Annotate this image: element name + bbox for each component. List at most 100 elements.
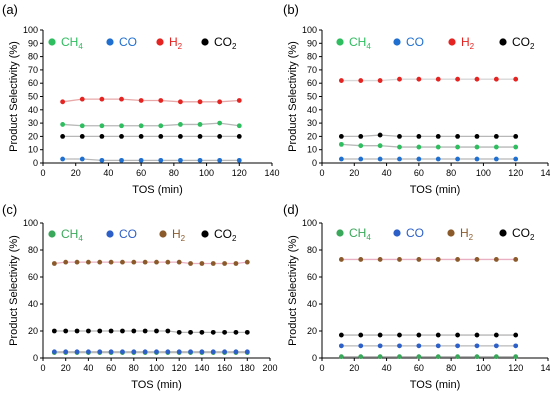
legend-marker-ch4 bbox=[48, 38, 56, 46]
data-point-co bbox=[119, 157, 124, 163]
y-tick-label: 20 bbox=[307, 326, 317, 336]
y-tick-label: 0 bbox=[33, 353, 38, 363]
data-point-co2 bbox=[131, 328, 137, 334]
data-point-h2 bbox=[165, 259, 171, 265]
data-point-co2 bbox=[79, 134, 85, 139]
x-tick-label: 60 bbox=[106, 363, 116, 373]
data-point-ch4 bbox=[416, 354, 422, 360]
y-tick-label: 10 bbox=[28, 145, 38, 155]
data-point-ch4 bbox=[455, 354, 460, 360]
data-point-co2 bbox=[178, 134, 183, 139]
data-point-h2 bbox=[474, 76, 480, 82]
data-point-h2 bbox=[86, 259, 91, 265]
x-tick-label: 140 bbox=[540, 363, 550, 373]
data-point-co bbox=[416, 343, 422, 349]
data-point-ch4 bbox=[178, 122, 183, 127]
chart-panel-a: (a) 0 10 20 30 40 50 60 70 80 90 100 0 20 40 60 80 100 120… bbox=[2, 2, 280, 196]
data-point-co bbox=[197, 157, 203, 163]
data-point-co2 bbox=[60, 134, 66, 139]
data-point-h2 bbox=[154, 259, 159, 265]
y-tick-label: 90 bbox=[307, 38, 317, 48]
data-point-h2 bbox=[79, 96, 85, 102]
legend-entry-h2: H2 bbox=[172, 227, 186, 243]
data-point-h2 bbox=[142, 259, 148, 265]
data-point-co2 bbox=[63, 328, 69, 334]
x-tick-label: 140 bbox=[264, 168, 279, 178]
data-point-co2 bbox=[158, 134, 164, 139]
data-point-co bbox=[435, 156, 441, 162]
data-point-ch4 bbox=[377, 143, 383, 149]
legend-entry-co2: CO2 bbox=[214, 227, 237, 243]
x-tick-label: 160 bbox=[217, 363, 232, 373]
y-tick-label: 30 bbox=[28, 118, 38, 128]
data-point-h2 bbox=[188, 261, 193, 266]
data-point-ch4 bbox=[158, 123, 164, 129]
data-point-co bbox=[435, 343, 441, 349]
y-tick-label: 0 bbox=[312, 158, 317, 168]
data-point-h2 bbox=[493, 76, 499, 82]
data-point-h2 bbox=[416, 76, 422, 82]
x-tick-label: 20 bbox=[349, 168, 359, 178]
data-point-h2 bbox=[74, 259, 80, 265]
legend-marker-co bbox=[106, 38, 114, 46]
data-point-co bbox=[108, 349, 114, 355]
data-point-co bbox=[142, 349, 148, 355]
legend-marker-co2 bbox=[499, 38, 507, 46]
data-point-ch4 bbox=[397, 354, 402, 360]
x-axis-label: TOS (min) bbox=[131, 379, 182, 391]
series-line-h2 bbox=[62, 98, 240, 103]
data-point-co2 bbox=[210, 329, 216, 335]
data-point-h2 bbox=[199, 261, 205, 266]
data-point-ch4 bbox=[236, 123, 242, 129]
y-tick-label: 40 bbox=[28, 105, 38, 115]
legend-entry-h2: H2 bbox=[460, 226, 474, 242]
data-point-h2 bbox=[435, 76, 441, 82]
data-point-co2 bbox=[199, 329, 205, 335]
y-tick-label: 60 bbox=[307, 272, 317, 282]
data-point-h2 bbox=[358, 257, 364, 262]
chart-panel-c: (c) 0 20 40 60 80 100 0 20 40 60 80 100 120 140 160 180 2… bbox=[2, 202, 278, 391]
data-point-co2 bbox=[244, 329, 250, 335]
data-point-co2 bbox=[435, 134, 441, 139]
data-point-ch4 bbox=[138, 123, 144, 129]
data-point-co bbox=[63, 349, 69, 355]
data-point-h2 bbox=[377, 257, 383, 262]
data-point-co bbox=[176, 349, 182, 355]
data-point-co bbox=[199, 349, 205, 355]
data-point-h2 bbox=[131, 259, 137, 265]
x-tick-label: 120 bbox=[232, 168, 247, 178]
x-tick-label: 0 bbox=[319, 168, 324, 178]
x-tick-label: 80 bbox=[446, 363, 456, 373]
panel-label: (b) bbox=[283, 2, 299, 17]
data-point-ch4 bbox=[197, 122, 203, 127]
data-point-ch4 bbox=[358, 143, 364, 149]
data-point-ch4 bbox=[416, 144, 422, 150]
data-point-ch4 bbox=[474, 354, 480, 360]
data-point-co bbox=[154, 349, 159, 355]
legend-marker-co2 bbox=[201, 38, 209, 46]
y-tick-label: 40 bbox=[307, 299, 317, 309]
data-point-co2 bbox=[474, 332, 480, 338]
data-point-co bbox=[244, 349, 250, 355]
data-point-co2 bbox=[416, 332, 422, 338]
y-tick-label: 60 bbox=[28, 272, 38, 282]
data-point-h2 bbox=[513, 76, 519, 82]
x-tick-label: 200 bbox=[262, 363, 277, 373]
data-point-co bbox=[474, 343, 480, 349]
data-point-h2 bbox=[99, 96, 105, 102]
data-point-ch4 bbox=[397, 144, 402, 150]
data-point-h2 bbox=[338, 257, 344, 262]
legend-marker-co bbox=[393, 229, 401, 237]
data-point-co bbox=[233, 349, 239, 355]
data-point-co2 bbox=[455, 134, 460, 139]
data-point-h2 bbox=[474, 257, 480, 262]
legend-marker-ch4 bbox=[336, 38, 344, 46]
legend-marker-h2 bbox=[159, 230, 167, 238]
x-tick-label: 80 bbox=[129, 363, 139, 373]
y-tick-label: 80 bbox=[307, 52, 317, 62]
legend-entry-co2: CO2 bbox=[512, 35, 535, 51]
y-tick-label: 100 bbox=[302, 25, 317, 35]
legend-marker-ch4 bbox=[48, 230, 56, 238]
data-point-ch4 bbox=[513, 354, 519, 360]
x-tick-label: 60 bbox=[136, 168, 146, 178]
